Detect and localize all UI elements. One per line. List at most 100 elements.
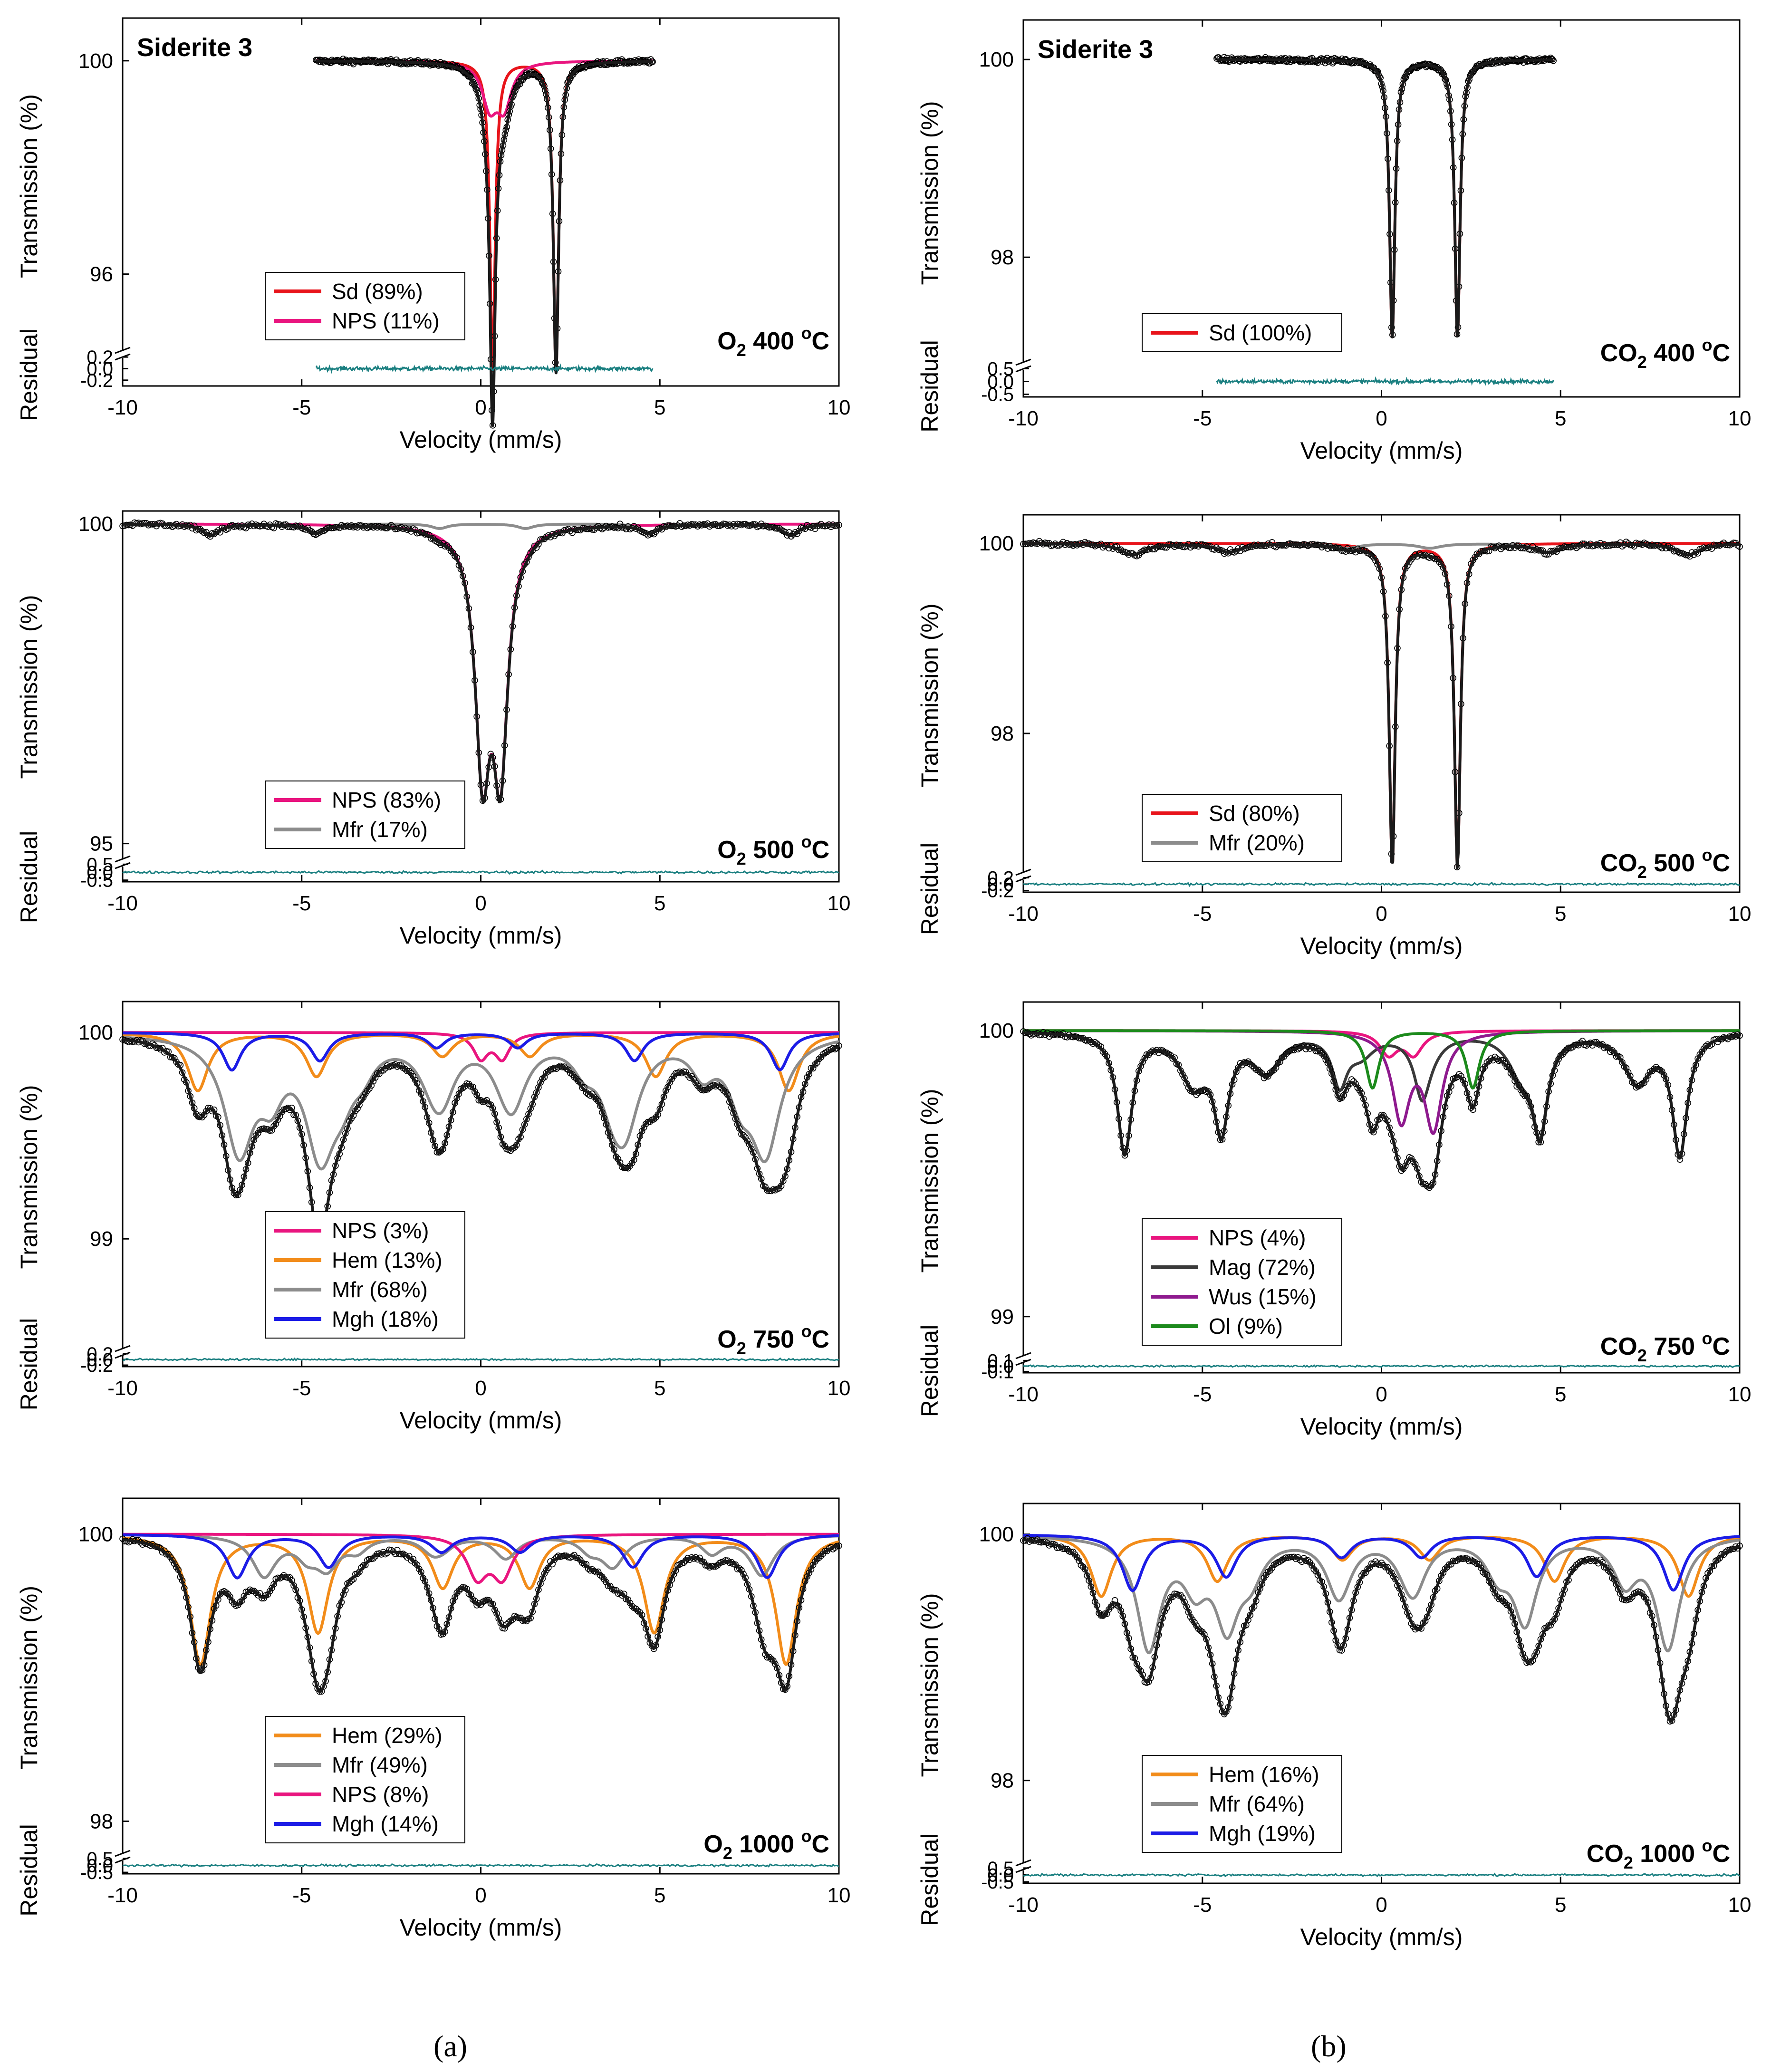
data-point (1472, 1559, 1478, 1566)
x-tick-label: 0 (475, 1377, 486, 1400)
x-tick-label: -10 (107, 1377, 138, 1400)
legend-label: Mgh (19%) (1209, 1821, 1316, 1846)
data-point (1561, 1048, 1568, 1055)
data-point (430, 535, 436, 542)
total-fit-curve (1023, 1031, 1740, 1189)
legend-label: Sd (100%) (1209, 320, 1312, 345)
panel-label-b: (b) (1311, 2029, 1347, 2063)
x-axis-label: Velocity (mm/s) (1300, 1924, 1463, 1950)
y-axis-label: Transmission (%) (16, 1085, 42, 1269)
residual-tick-label: 0.0 (987, 1865, 1014, 1886)
data-point (581, 1561, 587, 1568)
total-fit-curve (122, 522, 839, 804)
residual-tick-label: 0.5 (987, 358, 1014, 379)
y-tick-label: 100 (979, 1019, 1014, 1042)
residual-curve (122, 1863, 839, 1868)
residual-curve (1023, 881, 1740, 887)
y-axis-label: Transmission (%) (916, 1593, 943, 1777)
residual-axis-label: Residual (16, 1824, 42, 1917)
x-tick-label: 0 (475, 1884, 486, 1907)
x-tick-label: -5 (1193, 1893, 1212, 1917)
data-point (1270, 1066, 1278, 1073)
total-fit-curve (1215, 58, 1555, 338)
data-point (459, 1085, 466, 1091)
residual-axis-label: Residual (916, 340, 943, 433)
data-point (1282, 1050, 1290, 1057)
data-point (591, 1093, 597, 1100)
data-point (766, 1654, 773, 1660)
x-tick-label: 5 (654, 892, 665, 915)
x-tick-label: 10 (1728, 407, 1752, 430)
data-point (814, 1556, 820, 1562)
x-tick-label: 10 (1728, 902, 1752, 925)
y-tick-label: 100 (78, 49, 113, 73)
data-point (1388, 1569, 1395, 1576)
residual-curve (122, 869, 839, 875)
legend-label: Mfr (17%) (332, 817, 428, 842)
component-curve-mgh (122, 1031, 839, 1072)
data-point (816, 1554, 822, 1561)
x-tick-label: 10 (828, 1377, 851, 1400)
x-tick-label: 0 (1376, 902, 1387, 925)
data-point (1716, 1554, 1723, 1561)
data-point (1141, 1055, 1148, 1061)
condition-label: CO2 400 oC (1600, 335, 1730, 372)
total-fit-curve (122, 1038, 840, 1241)
legend-label: Mfr (68%) (332, 1277, 428, 1302)
data-point (1629, 1593, 1636, 1600)
legend-label: Mfr (49%) (332, 1753, 428, 1777)
data-point (1366, 1564, 1373, 1571)
component-curve-hem (122, 1033, 839, 1092)
data-point (736, 1565, 743, 1572)
residual-tick-label: 0.0 (987, 874, 1014, 895)
x-axis-label: Velocity (mm/s) (1300, 933, 1463, 959)
x-tick-label: -10 (1008, 1893, 1039, 1917)
data-point (643, 1120, 649, 1128)
data-point (1517, 1087, 1524, 1093)
legend-label: Mgh (14%) (332, 1812, 439, 1836)
residual-axis-label: Residual (916, 1833, 943, 1926)
total-fit-curve (1023, 1538, 1740, 1723)
x-tick-label: 10 (828, 892, 851, 915)
data-point (1656, 1067, 1664, 1073)
legend-label: Mfr (20%) (1209, 830, 1305, 855)
condition-label: CO2 750 oC (1600, 1329, 1730, 1365)
x-tick-label: 5 (1555, 1383, 1566, 1406)
x-tick-label: 5 (654, 396, 665, 419)
y-tick-label: 100 (979, 48, 1014, 71)
y-axis-label: Transmission (%) (916, 1089, 943, 1272)
residual-tick-label: 0.5 (87, 1849, 113, 1870)
chart-b-2: -10 -5 0 5 10 100 99 0.10.0-0.1 Velocity (mm/s) T… (916, 1001, 1751, 1440)
legend: NPS (3%) Hem (13%) Mfr (68%) Mgh (18%) (265, 1211, 465, 1339)
data-point (199, 1114, 206, 1121)
residual-tick-label: 0.2 (87, 1344, 113, 1365)
chart-a-0: -10 -5 0 5 10 100 96 0.20.0-0.2 Velocity (mm/s) T… (16, 17, 851, 453)
legend-label: Hem (29%) (332, 1723, 443, 1748)
x-axis-label: Velocity (mm/s) (1300, 1413, 1463, 1440)
data-point (818, 1552, 825, 1559)
residual-curve (1023, 1872, 1740, 1878)
legend-label: Ol (9%) (1209, 1314, 1283, 1339)
legend-label: Wus (15%) (1209, 1284, 1317, 1309)
data-point (1502, 1060, 1508, 1067)
legend: NPS (4%) Mag (72%) Wus (15%) Ol (9%) (1142, 1218, 1342, 1346)
x-axis-label: Velocity (mm/s) (1300, 437, 1463, 464)
chart-a-3: -10 -5 0 5 10 100 98 0.50.0-0.5 Velocity (mm/s) T… (16, 1497, 850, 1941)
residual-axis-label: Residual (916, 1325, 943, 1417)
data-point (507, 1147, 514, 1154)
y-tick-label: 100 (979, 1523, 1014, 1546)
data-point (1368, 552, 1375, 559)
x-tick-label: 0 (1376, 1893, 1387, 1917)
residual-curve (1023, 1364, 1740, 1368)
residual-axis-label: Residual (16, 328, 42, 421)
data-point (455, 1587, 462, 1594)
data-point (816, 1056, 822, 1062)
data-point (1408, 556, 1415, 563)
y-tick-label: 100 (78, 512, 113, 536)
x-tick-label: 5 (654, 1377, 665, 1400)
x-tick-label: 10 (828, 396, 851, 419)
data-point (650, 1645, 657, 1652)
legend: Hem (29%) Mfr (49%) NPS (8%) Mgh (14%) (265, 1716, 465, 1843)
data-point (378, 1067, 385, 1074)
legend-label: NPS (4%) (1209, 1225, 1306, 1250)
